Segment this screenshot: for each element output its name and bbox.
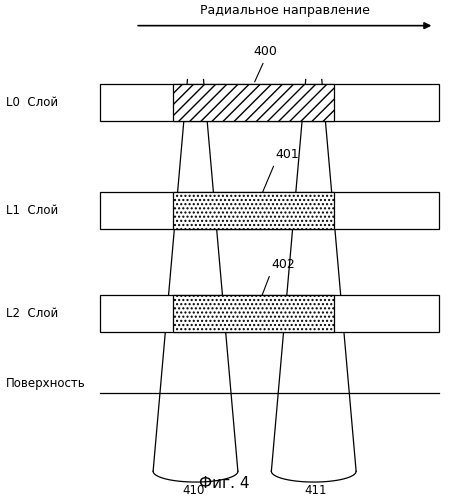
Bar (100, 192, 439, 229)
Bar (100, 84, 439, 121)
Text: Поверхность: Поверхность (6, 378, 86, 390)
Text: L1  Слой: L1 Слой (6, 204, 58, 217)
Text: 411: 411 (305, 484, 327, 496)
Bar (173, 84, 334, 121)
Text: 410: 410 (182, 484, 204, 496)
Bar (100, 295, 439, 332)
Text: Фиг. 4: Фиг. 4 (199, 476, 250, 491)
Text: 400: 400 (254, 45, 277, 82)
Text: 402: 402 (259, 258, 295, 304)
Bar (173, 295, 334, 332)
Text: L0  Слой: L0 Слой (6, 96, 58, 110)
Text: L2  Слой: L2 Слой (6, 307, 58, 320)
Text: 401: 401 (259, 148, 299, 201)
Text: Радиальное направление: Радиальное направление (200, 4, 370, 18)
Bar (173, 192, 334, 229)
